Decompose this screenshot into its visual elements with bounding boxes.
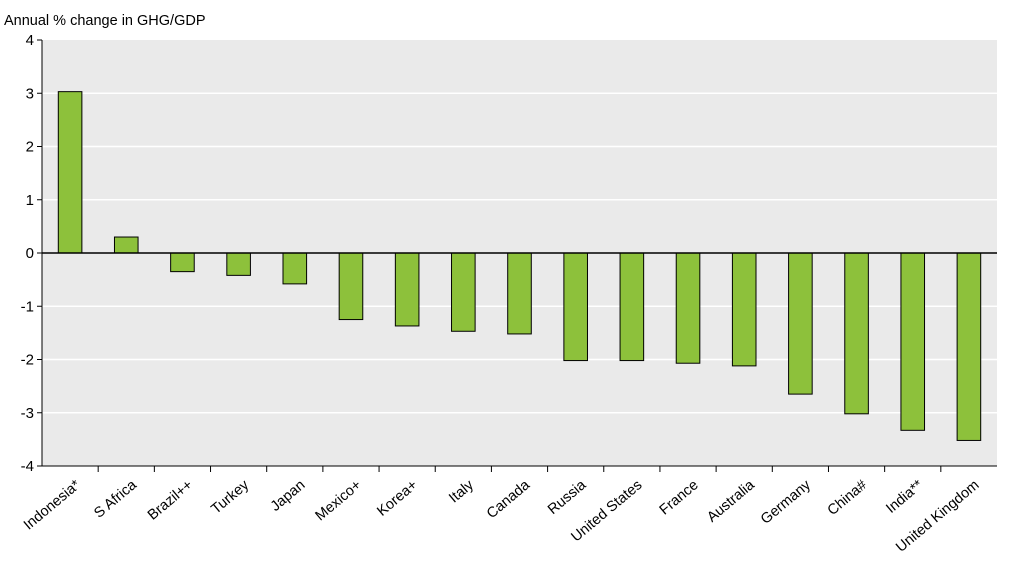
bar	[170, 252, 195, 273]
x-tick-label: Canada	[484, 477, 534, 523]
bar	[563, 252, 588, 362]
bar	[619, 252, 645, 362]
y-tick-labels: 4 3 2 1 0 -1 -2 -3 -4	[21, 32, 34, 475]
bar	[788, 252, 813, 395]
x-tick-label: Italy	[446, 477, 477, 507]
bar	[844, 252, 869, 415]
x-tick-label: Indonesia*	[21, 477, 84, 534]
y-axis-label: Annual % change in GHG/GDP	[4, 13, 206, 29]
bar	[226, 252, 251, 276]
bar	[338, 252, 364, 321]
x-tick-label: Brazil++	[145, 477, 196, 523]
bar	[57, 91, 83, 254]
bar	[394, 252, 420, 327]
bar	[675, 252, 701, 364]
bars	[57, 91, 982, 441]
bar	[113, 236, 139, 254]
y-tick-label: 2	[26, 139, 34, 156]
bar	[507, 252, 532, 335]
x-tick-label: Russia	[545, 477, 590, 518]
bar	[282, 252, 308, 285]
x-tick-label: India**	[883, 477, 926, 517]
y-tick-label: 3	[26, 85, 34, 102]
y-tick-label: -1	[21, 298, 34, 315]
bar	[731, 252, 757, 367]
axes	[37, 39, 997, 472]
x-tick-labels: Indonesia* S Africa Brazil++ Turkey Japan Mex…	[21, 477, 983, 556]
y-tick-label: 0	[26, 245, 34, 262]
x-tick-label: France	[657, 477, 702, 518]
bar	[956, 252, 982, 441]
x-tick-label: Turkey	[208, 477, 252, 518]
y-tick-label: 1	[26, 192, 34, 209]
bar	[900, 252, 926, 431]
bar	[451, 252, 476, 332]
x-tick-label: Korea+	[374, 477, 420, 520]
x-tick-label: Japan	[268, 477, 309, 515]
x-tick-label: S Africa	[91, 477, 140, 522]
x-tick-label: China#	[825, 477, 870, 519]
x-tick-label: Germany	[758, 477, 815, 528]
y-tick-label: -4	[21, 458, 34, 475]
y-tick-label: 4	[26, 32, 34, 49]
y-tick-label: -2	[21, 352, 34, 369]
x-tick-label: Australia	[704, 477, 758, 526]
x-tick-label: Mexico+	[313, 477, 365, 524]
y-tick-label: -3	[21, 405, 34, 422]
